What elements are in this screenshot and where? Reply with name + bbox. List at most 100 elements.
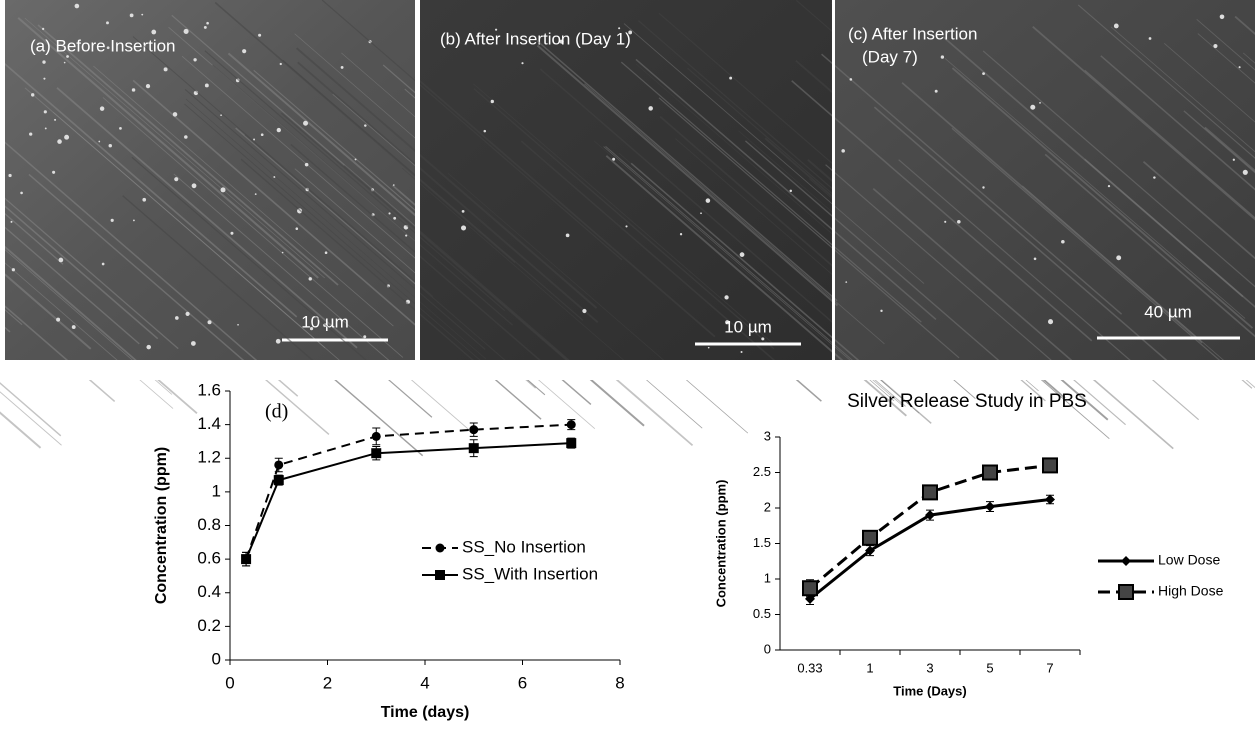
particle: [254, 193, 257, 196]
particle: [11, 268, 15, 272]
scale-bar-label: 10 µm: [724, 317, 772, 336]
y-tick-label: 0.4: [197, 582, 221, 601]
marker: [922, 484, 938, 501]
texture-streak: [184, 89, 486, 350]
particle: [20, 191, 23, 195]
texture-streak: [321, 0, 623, 261]
particle: [700, 212, 702, 215]
particle: [43, 110, 47, 114]
gap: [0, 360, 1255, 380]
texture-streak: [447, 172, 749, 434]
texture-streak: [122, 195, 424, 457]
particle: [982, 72, 985, 76]
particle: [42, 60, 46, 64]
texture-streak: [658, 97, 960, 359]
particle: [185, 311, 190, 316]
x-tick-label: 2: [323, 673, 332, 692]
legend-label: SS_With Insertion: [462, 564, 598, 583]
legend-label: High Dose: [1158, 583, 1224, 599]
texture-streak: [872, 187, 1174, 450]
particle: [119, 127, 122, 130]
particle: [789, 189, 793, 193]
texture-streak: [280, 112, 582, 374]
particle: [106, 46, 110, 50]
particle: [242, 49, 247, 54]
particle: [1033, 257, 1037, 261]
particle: [944, 220, 947, 223]
marker: [371, 448, 382, 459]
particle: [151, 29, 157, 35]
y-tick-label: 0.8: [197, 515, 221, 534]
marker: [1045, 494, 1055, 505]
panel-label: (c) After Insertion: [848, 24, 977, 43]
texture-streak: [1077, 4, 1255, 159]
particle: [129, 13, 134, 18]
texture-streak: [744, 140, 1046, 402]
texture-streak: [620, 61, 922, 323]
texture-streak: [821, 53, 1123, 315]
particle: [582, 308, 587, 314]
texture-streak: [204, 50, 506, 312]
particle: [98, 140, 101, 143]
particle: [56, 317, 61, 322]
particle: [31, 93, 35, 97]
particle: [110, 218, 114, 222]
texture-streak: [944, 58, 1246, 319]
scale-bar-label: 40 µm: [1144, 302, 1192, 321]
particle: [64, 134, 70, 140]
texture-streak: [24, 17, 325, 279]
texture-streak: [623, 23, 925, 284]
particle: [1047, 319, 1054, 325]
texture-streak: [1084, 69, 1255, 219]
particle: [625, 225, 628, 228]
texture-streak: [343, 164, 645, 427]
marker: [469, 425, 479, 435]
texture-streak: [0, 200, 159, 340]
texture-streak: [102, 97, 404, 358]
particle: [1238, 66, 1241, 69]
texture-streak: [951, 67, 1254, 329]
gap: [415, 0, 420, 360]
texture-streak: [982, 50, 1255, 288]
texture-streak: [0, 391, 62, 446]
particle: [43, 77, 46, 80]
marker: [273, 475, 284, 486]
particle: [340, 66, 344, 69]
particle: [108, 143, 112, 148]
panel-gaps: [0, 0, 1255, 380]
y-tick-label: 0.2: [197, 616, 221, 635]
texture-streak: [473, 83, 774, 345]
particle: [276, 127, 281, 133]
y-tick-label: 3: [764, 428, 771, 443]
y-tick-label: 1.4: [197, 414, 221, 433]
texture-streak: [212, 64, 513, 326]
texture-streak: [185, 98, 487, 360]
particle: [193, 58, 197, 62]
particle: [957, 220, 961, 224]
texture-streak: [536, 40, 838, 302]
sem-image: (b) After Insertion (Day 1) 10 µm: [122, 0, 1132, 457]
x-axis-label: Time (Days): [893, 683, 966, 698]
texture-streak: [0, 208, 64, 265]
legend-label: Low Dose: [1158, 552, 1220, 568]
panel-label: (Day 7): [862, 47, 918, 66]
particle: [204, 83, 209, 88]
texture-streak: [132, 79, 434, 341]
particle: [52, 170, 56, 174]
marker: [982, 464, 998, 481]
texture-streak: [951, 127, 1253, 389]
particle: [42, 27, 45, 31]
particle: [363, 335, 367, 339]
particle: [849, 78, 853, 81]
particle: [207, 320, 212, 325]
texture-streak: [0, 137, 299, 397]
particle: [191, 183, 197, 189]
sem-image: (c) After Insertion (Day 7) 40 µm: [536, 0, 1255, 450]
texture-streak: [173, 173, 475, 435]
x-tick-label: 7: [1046, 660, 1053, 675]
particle: [29, 132, 33, 136]
particle: [405, 234, 408, 237]
particle: [279, 62, 282, 66]
